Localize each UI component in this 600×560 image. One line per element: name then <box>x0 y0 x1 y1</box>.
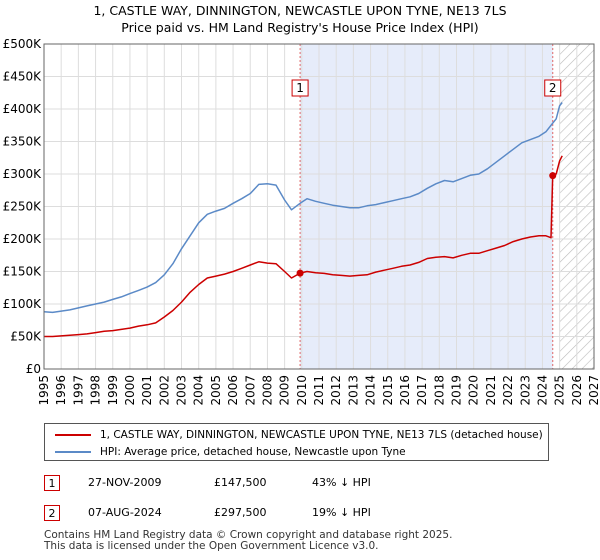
x-tick-label: 2000 <box>123 375 137 406</box>
x-tick-label: 2025 <box>553 375 567 406</box>
sale-badge-label: 1 <box>296 81 304 95</box>
y-tick-label: £150K <box>3 265 43 279</box>
x-tick-label: 2014 <box>364 375 378 406</box>
x-tick-label: 2022 <box>501 375 515 406</box>
legend-label-hpi: HPI: Average price, detached house, Newc… <box>100 446 406 458</box>
chart-title: 1, CASTLE WAY, DINNINGTON, NEWCASTLE UPO… <box>93 3 506 18</box>
x-tick-label: 2012 <box>329 375 343 406</box>
x-tick-label: 1997 <box>71 375 85 406</box>
x-tick-label: 2027 <box>587 375 600 406</box>
x-tick-label: 2001 <box>140 375 154 406</box>
sale-hpi-diff: 19% ↓ HPI <box>312 506 371 519</box>
footer-copyright: Contains HM Land Registry data © Crown c… <box>44 529 453 541</box>
legend-label-property: 1, CASTLE WAY, DINNINGTON, NEWCASTLE UPO… <box>100 429 543 441</box>
y-tick-label: £400K <box>3 102 43 116</box>
x-tick-label: 2010 <box>295 375 309 406</box>
x-tick-label: 2021 <box>484 375 498 406</box>
y-tick-label: £200K <box>3 232 43 246</box>
series-line <box>44 155 563 338</box>
y-tick-label: £250K <box>3 200 43 214</box>
x-tick-label: 2024 <box>535 375 549 406</box>
x-tick-label: 2004 <box>192 375 206 406</box>
sale-point <box>296 269 304 277</box>
sale-date: 27-NOV-2009 <box>88 476 162 489</box>
x-tick-label: 2016 <box>398 375 412 406</box>
sale-badge-label: 2 <box>549 81 557 95</box>
x-tick-label: 2017 <box>415 375 429 406</box>
y-tick-label: £450K <box>3 70 43 84</box>
x-tick-label: 2015 <box>381 375 395 406</box>
sale-price: £147,500 <box>214 476 267 489</box>
x-tick-label: 1999 <box>106 375 120 406</box>
x-tick-label: 2006 <box>226 375 240 406</box>
sale-row: 1 27-NOV-2009 £147,500 43% ↓ HPI <box>44 475 544 495</box>
footer-licence: This data is licensed under the Open Gov… <box>44 540 379 552</box>
sale-badge: 2 <box>44 505 60 521</box>
x-tick-label: 1995 <box>37 375 51 406</box>
x-tick-label: 2019 <box>450 375 464 406</box>
x-tick-label: 2023 <box>518 375 532 406</box>
legend-swatch-hpi <box>55 451 91 453</box>
y-tick-label: £300K <box>3 167 43 181</box>
x-tick-label: 1996 <box>54 375 68 406</box>
plot-frame <box>43 43 595 370</box>
sale-hpi-diff: 43% ↓ HPI <box>312 476 371 489</box>
sale-row: 2 07-AUG-2024 £297,500 19% ↓ HPI <box>44 505 544 525</box>
sale-date: 07-AUG-2024 <box>88 506 162 519</box>
x-tick-label: 2026 <box>570 375 584 406</box>
sale-badge-box <box>544 79 562 97</box>
y-tick-label: £100K <box>3 297 43 311</box>
series-line <box>43 102 563 314</box>
x-tick-label: 2018 <box>432 375 446 406</box>
x-tick-label: 2009 <box>278 375 292 406</box>
x-tick-label: 1998 <box>89 375 103 406</box>
x-tick-label: 2013 <box>346 375 360 406</box>
legend-swatch-property <box>55 434 91 436</box>
y-tick-label: £50K <box>10 330 42 344</box>
x-tick-label: 2020 <box>467 375 481 406</box>
legend-entry-hpi: HPI: Average price, detached house, Newc… <box>45 443 548 461</box>
x-tick-label: 2003 <box>175 375 189 406</box>
x-tick-label: 2011 <box>312 375 326 406</box>
y-tick-label: £500K <box>3 37 43 51</box>
x-tick-label: 2005 <box>209 375 223 406</box>
footer: Contains HM Land Registry data © Crown c… <box>44 530 452 552</box>
sale-badge-box <box>291 79 309 97</box>
y-tick-label: £0 <box>26 362 41 376</box>
y-tick-label: £350K <box>3 135 43 149</box>
sale-point <box>549 172 557 180</box>
chart-subtitle: Price paid vs. HM Land Registry's House … <box>121 20 478 35</box>
legend-entry-property: 1, CASTLE WAY, DINNINGTON, NEWCASTLE UPO… <box>45 426 548 444</box>
legend: 1, CASTLE WAY, DINNINGTON, NEWCASTLE UPO… <box>44 423 549 461</box>
price-chart: 1, CASTLE WAY, DINNINGTON, NEWCASTLE UPO… <box>3 3 600 406</box>
x-tick-label: 2008 <box>260 375 274 406</box>
x-tick-label: 2002 <box>157 375 171 406</box>
sale-badge: 1 <box>44 475 60 491</box>
x-tick-label: 2007 <box>243 375 257 406</box>
sale-price: £297,500 <box>214 506 267 519</box>
